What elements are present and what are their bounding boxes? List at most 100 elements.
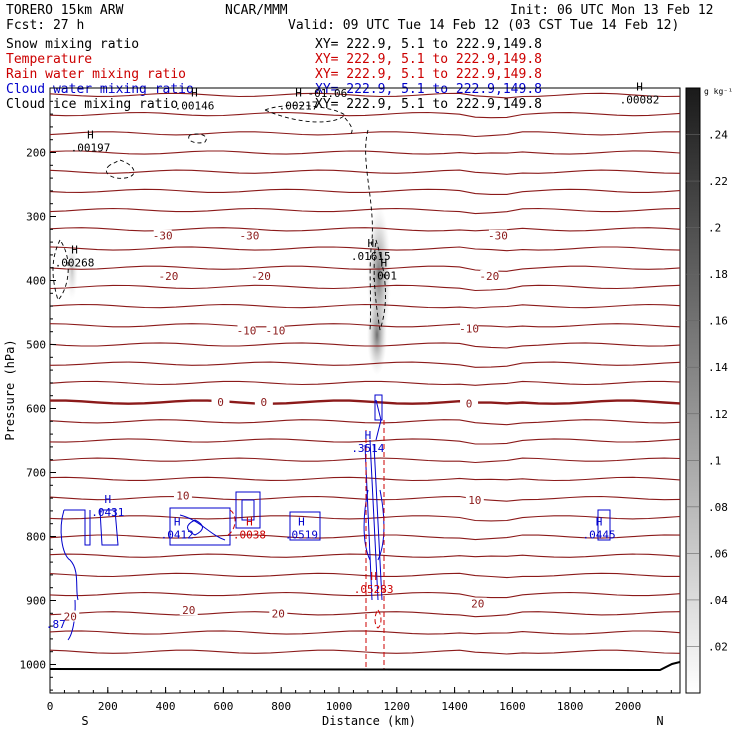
temp-label-bg — [251, 270, 270, 282]
temp-label-bg — [460, 322, 479, 334]
y-tick-label: 400 — [26, 275, 46, 288]
extremum-value: .00197 — [71, 141, 111, 154]
temp-label-bg — [254, 396, 273, 408]
colorbar-tick-label: .02 — [708, 640, 728, 653]
temperature-isotherms — [50, 92, 680, 655]
temp-label: -20 — [479, 270, 499, 283]
temp-label-bg — [173, 489, 192, 501]
extremum-marker: H — [71, 244, 78, 257]
isotherm-line — [50, 323, 680, 328]
colorbar-tick-label: .06 — [708, 547, 728, 560]
temp-label-bg — [488, 229, 507, 241]
isotherm-line — [50, 572, 680, 579]
extremum-marker: H — [298, 516, 305, 529]
extremum-marker: H — [380, 256, 387, 269]
colorbar-tick-label: .1 — [708, 454, 721, 467]
temp-label-bg — [460, 397, 479, 409]
x-tick-label: 800 — [271, 700, 291, 713]
isotherm-line — [50, 131, 680, 138]
temp-label: -10 — [237, 324, 257, 337]
isotherm-line — [50, 495, 680, 502]
valid-time: Valid: 09 UTC Tue 14 Feb 12 (03 CST Tue … — [288, 18, 679, 33]
legend: Snow mixing ratio XY= 222.9, 5.1 to 222.9… — [6, 37, 542, 112]
x-tick-label: 1600 — [499, 700, 526, 713]
temp-label-bg — [153, 229, 172, 241]
ground-line — [50, 661, 680, 672]
plot-frame — [49, 87, 681, 694]
snow-shading-lower — [367, 295, 387, 375]
colorbar-tick-label: .14 — [708, 361, 728, 374]
extremum-value: .0038 — [233, 529, 266, 542]
colorbar-gradient — [685, 87, 701, 694]
x-tick-label: 1200 — [384, 700, 411, 713]
isotherm-line — [50, 303, 680, 309]
extremum-marker: H — [596, 516, 603, 529]
temp-label: -30 — [153, 230, 173, 243]
extremum-value: .00217 — [279, 100, 319, 113]
colorbar-tick-label: .08 — [708, 501, 728, 514]
isotherm-line — [50, 611, 680, 618]
x-tick-label: 1400 — [441, 700, 468, 713]
model-title: TORERO 15km ARW — [6, 3, 124, 18]
legend-name-0: Snow mixing ratio — [6, 37, 139, 52]
forecast-hour: Fcst: 27 h — [6, 18, 84, 33]
temp-label: -30 — [488, 230, 508, 243]
init-time: Init: 06 UTC Mon 13 Feb 12 — [510, 3, 714, 18]
temp-label: -20 — [251, 270, 271, 283]
ice-contours — [52, 104, 386, 331]
extremum-value: .87 — [46, 618, 66, 631]
temp-label: 0 — [217, 396, 224, 409]
rain-contours — [227, 420, 385, 670]
x-tick-label: 400 — [156, 700, 176, 713]
temp-label-bg — [269, 607, 288, 619]
isotherm-line — [50, 207, 680, 215]
y-tick-label: 500 — [26, 339, 46, 352]
extremum-value: -01.06 — [308, 87, 348, 100]
colorbar-tick-label: .16 — [708, 315, 728, 328]
x-tick-label: 600 — [213, 700, 233, 713]
x-axis-label: Distance (km) — [322, 714, 416, 728]
y-tick-label: 800 — [26, 531, 46, 544]
colorbar-tick-label: .24 — [708, 129, 728, 142]
legend-name-2: Rain water mixing ratio — [6, 67, 186, 82]
extremum-marker: H — [87, 128, 94, 141]
isotherm-line — [50, 591, 680, 599]
temp-label-bg — [159, 270, 178, 282]
isotherm-line — [50, 265, 680, 272]
extremum-value: .0431 — [91, 506, 124, 519]
temp-label: 20 — [182, 604, 195, 617]
x-axis-end-right: N — [656, 714, 663, 728]
temp-label-bg — [179, 604, 198, 616]
isotherm-line — [50, 553, 680, 558]
isotherm-line — [50, 399, 680, 405]
temp-label: 10 — [468, 494, 481, 507]
extremum-marker: H — [246, 516, 253, 529]
isotherm-line — [50, 284, 680, 292]
temperature-labels: -30 -30 -30 -20 -20 -20 -10 -10 -10 0 0 0 10 10 20 20 20… — [61, 229, 508, 624]
temp-label-bg — [465, 494, 484, 506]
legend-xy-2: XY= 222.9, 5.1 to 222.9,149.8 — [315, 67, 542, 82]
extremum-marker: H — [104, 493, 111, 506]
temp-label-bg — [237, 324, 256, 336]
isotherm-line — [50, 630, 680, 635]
x-axis: 0 200 400 600 800 1000 1200 1400 1600 1800 2000 — [47, 687, 672, 713]
temp-label: 0 — [466, 397, 473, 410]
org-label: NCAR/MMM — [225, 3, 288, 18]
y-axis-label: Pressure (hPa) — [3, 339, 17, 440]
y-tick-label: 200 — [26, 147, 46, 160]
extremum-value: .05283 — [354, 583, 394, 596]
legend-name-3: Cloud water mixing ratio — [6, 82, 194, 97]
legend-xy-4: XY= 222.9, 5.1 to 222.9,149.8 — [315, 97, 542, 112]
isotherm-line — [50, 649, 680, 655]
extremum-value: .0445 — [583, 529, 616, 542]
isotherm-line — [50, 457, 680, 464]
temp-label: 20 — [64, 611, 77, 624]
snow-shading-faint-left — [66, 240, 78, 300]
x-tick-label: 2000 — [615, 700, 642, 713]
y-tick-label: 600 — [26, 403, 46, 416]
extremum-value: .3514 — [351, 442, 384, 455]
x-tick-label: 200 — [98, 700, 118, 713]
temp-label: -10 — [265, 324, 285, 337]
temp-label: 0 — [261, 396, 268, 409]
